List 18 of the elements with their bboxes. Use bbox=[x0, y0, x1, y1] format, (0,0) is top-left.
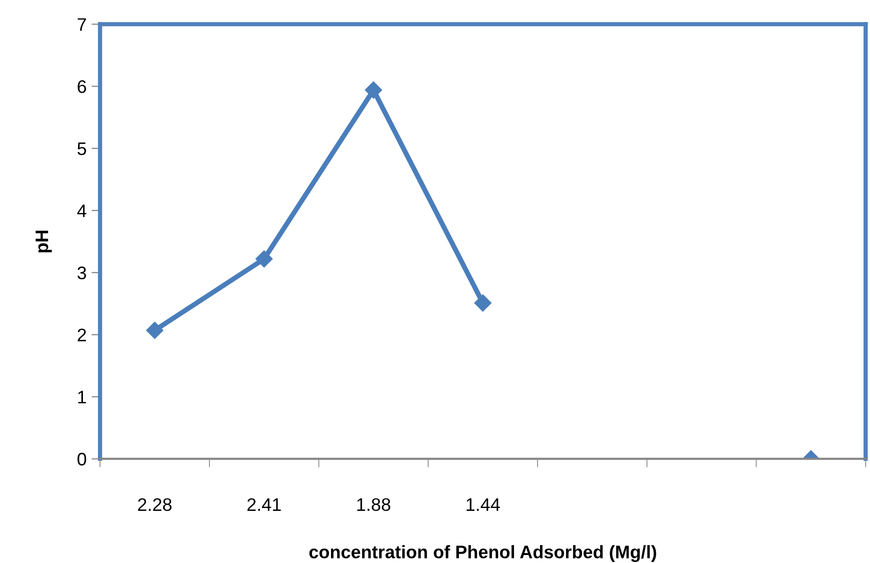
y-axis-title: pH bbox=[36, 230, 52, 252]
y-tick-label: 1 bbox=[78, 390, 86, 404]
y-tick-label: 5 bbox=[78, 142, 86, 156]
y-tick-label: 7 bbox=[78, 18, 86, 31]
x-tick-label: 2.41 bbox=[247, 498, 281, 511]
y-tick-label: 4 bbox=[77, 204, 86, 218]
x-tick-label: 1.88 bbox=[357, 498, 390, 511]
point bbox=[146, 322, 164, 339]
point bbox=[364, 81, 382, 99]
x-tick-label: 1.44 bbox=[466, 498, 500, 511]
y-tick-label: 0 bbox=[78, 452, 86, 466]
point bbox=[256, 250, 273, 268]
x-axis-title: concentration of Phenol Adsorbed (Mg/l) bbox=[309, 545, 656, 562]
x-tick-label: 2.28 bbox=[138, 498, 172, 511]
y-tick-label: 6 bbox=[78, 80, 86, 94]
point bbox=[474, 294, 492, 312]
y-tick-label: 2 bbox=[78, 328, 86, 342]
y-tick-label: 3 bbox=[78, 266, 86, 280]
